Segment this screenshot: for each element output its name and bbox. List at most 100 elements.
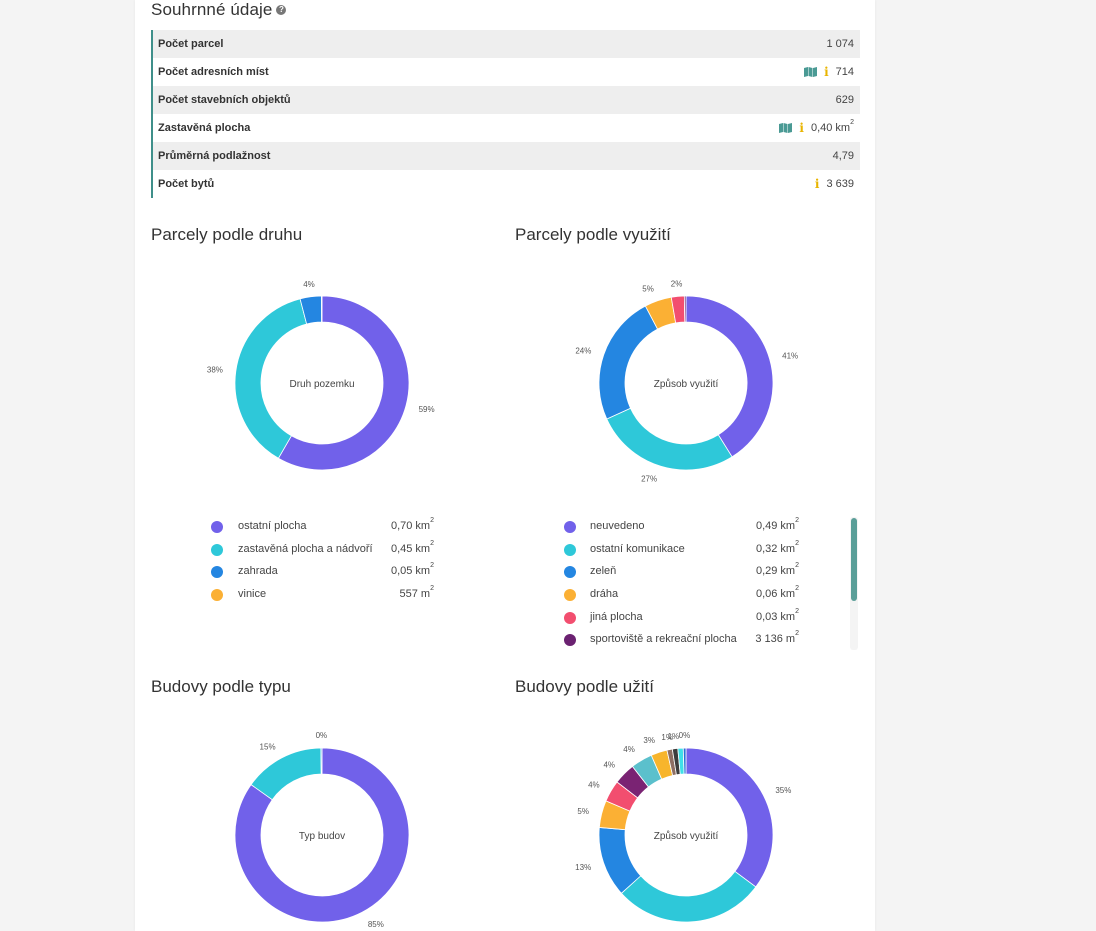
legend-label: zastavěná plocha a nádvoří xyxy=(238,542,373,555)
legend-scrollbar-thumb[interactable] xyxy=(851,518,857,601)
donut-chart-parcels-use[interactable]: Způsob využití 41% 27% 24% 5% 2% xyxy=(561,263,811,503)
summary-row-label: Zastavěná plocha xyxy=(158,122,251,134)
summary-row-value: 714 xyxy=(835,66,854,78)
unit-exponent: 2 xyxy=(430,539,434,547)
chart-title-parcels-type: Parcely podle druhu xyxy=(151,225,303,244)
info-icon[interactable]: i xyxy=(799,121,804,135)
legend-dot-icon xyxy=(564,566,576,579)
legend-item[interactable]: zeleň 0,29 km2 xyxy=(564,562,799,585)
legend-value: 0,29 km2 xyxy=(755,562,799,578)
donut-slice[interactable] xyxy=(606,407,733,471)
donut-percent-label: 59% xyxy=(419,405,435,414)
legend-dot-icon xyxy=(564,543,576,556)
legend-dot-icon xyxy=(211,566,223,579)
legend-item[interactable]: jiná plocha 0,03 km2 xyxy=(564,608,799,631)
legend-item[interactable]: vinice 557 m2 xyxy=(211,585,434,608)
unit-exponent: 2 xyxy=(795,539,799,547)
legend-value: 0,06 km2 xyxy=(755,585,799,601)
legend-dot-icon xyxy=(211,521,223,533)
summary-title-text: Souhrnné údaje xyxy=(151,0,273,19)
legend-label: ostatní komunikace xyxy=(590,542,685,555)
donut-percent-label: 1% xyxy=(661,733,673,742)
legend-item[interactable]: neuvedeno 0,49 km2 xyxy=(564,517,799,540)
donut-percent-label: 35% xyxy=(775,786,791,795)
summary-row-right: i 714 xyxy=(804,65,854,79)
summary-row: Počet stavebních objektů 629 xyxy=(153,86,860,114)
legend-label: dráha xyxy=(590,588,619,601)
chart-title-buildings-type: Budovy podle typu xyxy=(151,677,291,696)
legend-value: 0,70 km2 xyxy=(390,517,434,532)
donut-slice[interactable] xyxy=(277,295,410,471)
info-icon[interactable]: i xyxy=(814,177,820,191)
unit-exponent: 2 xyxy=(795,562,799,570)
donut-percent-label: 0% xyxy=(316,731,328,740)
summary-row-value: 3 639 xyxy=(826,178,854,190)
donut-percent-label: 13% xyxy=(575,863,591,872)
unit-exponent: 2 xyxy=(795,585,799,593)
legend-value: 0,03 km2 xyxy=(755,607,799,623)
help-icon[interactable]: ? xyxy=(276,4,287,15)
legend-label: ostatní plocha xyxy=(238,520,307,532)
donut-slice[interactable] xyxy=(685,295,774,458)
summary-row: Počet parcel 1 074 xyxy=(153,30,860,58)
legend-dot-icon xyxy=(211,589,223,602)
donut-percent-label: 27% xyxy=(641,475,657,484)
donut-slice[interactable] xyxy=(620,870,757,923)
summary-row-right: 4,79 xyxy=(833,150,854,162)
legend-label: jiná plocha xyxy=(590,610,643,623)
unit-exponent: 2 xyxy=(795,517,799,524)
donut-chart-parcels-type[interactable]: Druh pozemku 59% 38% 4% xyxy=(197,263,447,503)
legend-item[interactable]: dráha 0,06 km2 xyxy=(564,585,799,608)
donut-percent-label: 24% xyxy=(575,347,591,356)
legend-label: zahrada xyxy=(238,565,278,578)
unit-exponent: 2 xyxy=(850,119,854,126)
summary-row: Počet adresních míst i 714 xyxy=(153,58,860,86)
summary-row-label: Počet adresních míst xyxy=(158,66,269,78)
info-icon[interactable]: i xyxy=(824,65,829,79)
donut-slice[interactable] xyxy=(598,305,659,420)
donut-percent-label: 38% xyxy=(207,366,223,375)
legend-item[interactable]: ostatní plocha 0,70 km2 xyxy=(211,517,434,540)
donut-slice[interactable] xyxy=(321,295,323,323)
legend-label: zeleň xyxy=(590,565,617,578)
map-icon[interactable] xyxy=(779,123,793,133)
legend-dot-icon xyxy=(564,521,576,533)
donut-percent-label: 0% xyxy=(679,731,691,740)
map-icon[interactable] xyxy=(804,67,818,77)
legend-value: 0,32 km2 xyxy=(755,539,799,555)
unit-exponent: 2 xyxy=(795,630,799,638)
legend-item[interactable]: zahrada 0,05 km2 xyxy=(211,562,434,585)
summary-row-value: 629 xyxy=(835,94,854,106)
legend-item[interactable]: ostatní komunikace 0,32 km2 xyxy=(564,540,799,563)
donut-center-label: Druh pozemku xyxy=(289,379,354,390)
legend-dot-icon xyxy=(564,611,576,624)
donut-percent-label: 41% xyxy=(782,351,798,360)
donut-chart-buildings-type[interactable]: Typ budov 85% 15% 0% xyxy=(197,715,447,931)
legend-label: sportoviště a rekreační plocha xyxy=(590,633,737,646)
donut-percent-label: 1% xyxy=(668,732,680,741)
donut-slice[interactable] xyxy=(682,747,687,775)
summary-row-label: Průměrná podlažnost xyxy=(158,150,271,162)
legend-dot-icon xyxy=(211,543,223,556)
legend-value: 0,45 km2 xyxy=(390,539,434,555)
chart-title-parcels-use: Parcely podle využití xyxy=(515,225,671,244)
donut-slice[interactable] xyxy=(320,747,323,775)
legend-item[interactable]: zastavěná plocha a nádvoří 0,45 km2 xyxy=(211,540,434,563)
summary-row: Průměrná podlažnost 4,79 xyxy=(153,142,860,170)
summary-row-label: Počet parcel xyxy=(158,38,224,50)
summary-table: Počet parcel 1 074 Počet adresních míst i 71… xyxy=(151,30,860,198)
donut-percent-label: 3% xyxy=(643,736,655,745)
donut-slice[interactable] xyxy=(685,747,774,888)
summary-row: Počet bytů i 3 639 xyxy=(153,170,860,198)
legend-item[interactable]: sportoviště a rekreační plocha 3 136 m2 xyxy=(564,630,799,653)
donut-slice[interactable] xyxy=(683,295,687,323)
donut-slice[interactable] xyxy=(234,747,410,923)
donut-slice[interactable] xyxy=(250,747,322,801)
donut-center-label: Způsob využití xyxy=(654,830,719,842)
donut-percent-label: 4% xyxy=(603,761,615,770)
donut-center-label: Typ budov xyxy=(299,831,345,842)
chart-title-buildings-use: Budovy podle užití xyxy=(515,677,654,696)
summary-row-right: i 0,40 km2 xyxy=(779,119,854,135)
donut-percent-label: 4% xyxy=(588,781,600,790)
